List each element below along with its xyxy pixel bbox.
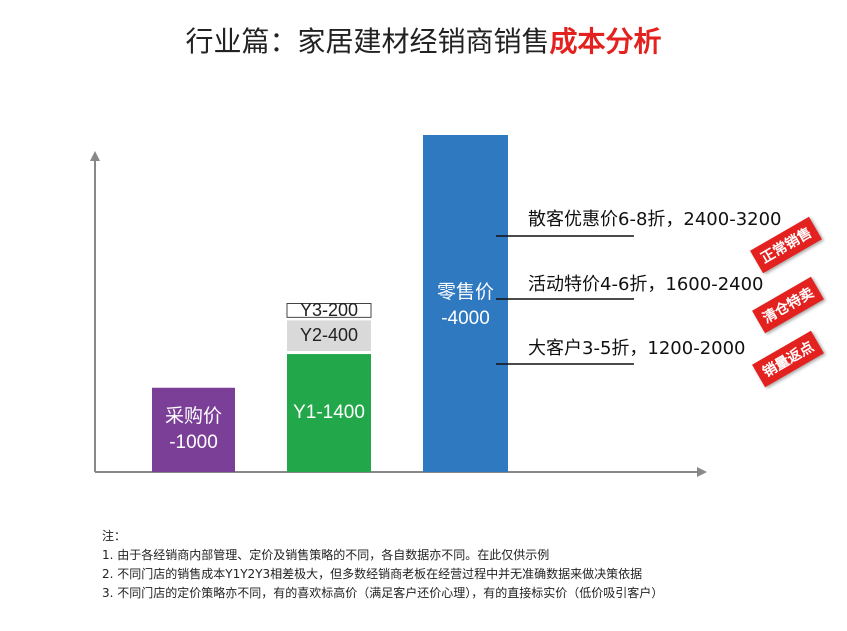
bar-retail-price [423,135,508,472]
bar-label-purchase: 采购价 -1000 [152,404,235,456]
annotation-text-clearance: 活动特价4-6折，1600-2400 [528,274,764,295]
bar-label-retail: 零售价 -4000 [423,280,508,332]
chart-bars [152,135,508,472]
bar-label-purchase-value: -1000 [169,431,218,453]
footnote-3: 3. 不同门店的定价策略亦不同，有的喜欢标高价（满足客户还价心理），有的直接标实… [102,586,664,600]
title-highlight: 成本分析 [549,25,662,58]
annotation-leaders [496,235,634,365]
page-title: 行业篇：家居建材经销商销售成本分析 [0,20,847,60]
footnote-2: 2. 不同门店的销售成本Y1Y2Y3相差极大，但多数经销商老板在经营过程中并无准… [102,567,643,581]
x-axis-arrow [697,467,707,477]
footnote-heading: 注： [102,529,127,543]
annotation-text-bulk: 大客户3-5折，1200-2000 [528,338,746,359]
bar-label-purchase-name: 采购价 [164,405,222,427]
bar-label-y1: Y1-1400 [293,402,365,424]
bar-purchase-price [152,387,235,472]
bar-y2 [287,320,371,352]
footnote-1: 1. 由于各经销商内部管理、定价及销售策略的不同，各自数据亦不同。在此仅供示例 [102,548,550,562]
bar-label-retail-name: 零售价 [436,282,494,303]
bar-label-y2: Y2-400 [299,325,359,346]
annotation-text-normal: 散客优惠价6-8折，2400-3200 [528,209,782,230]
footnotes: 注： 1. 由于各经销商内部管理、定价及销售策略的不同，各自数据亦不同。在此仅供… [102,527,663,603]
bar-label-y3: Y3-200 [299,299,359,320]
bar-y3 [286,303,372,318]
title-main: 行业篇：家居建材经销商销售 [185,25,550,58]
bar-label-retail-value: -4000 [441,308,490,329]
y-axis-arrow [90,151,100,161]
bar-y1 [287,354,371,472]
